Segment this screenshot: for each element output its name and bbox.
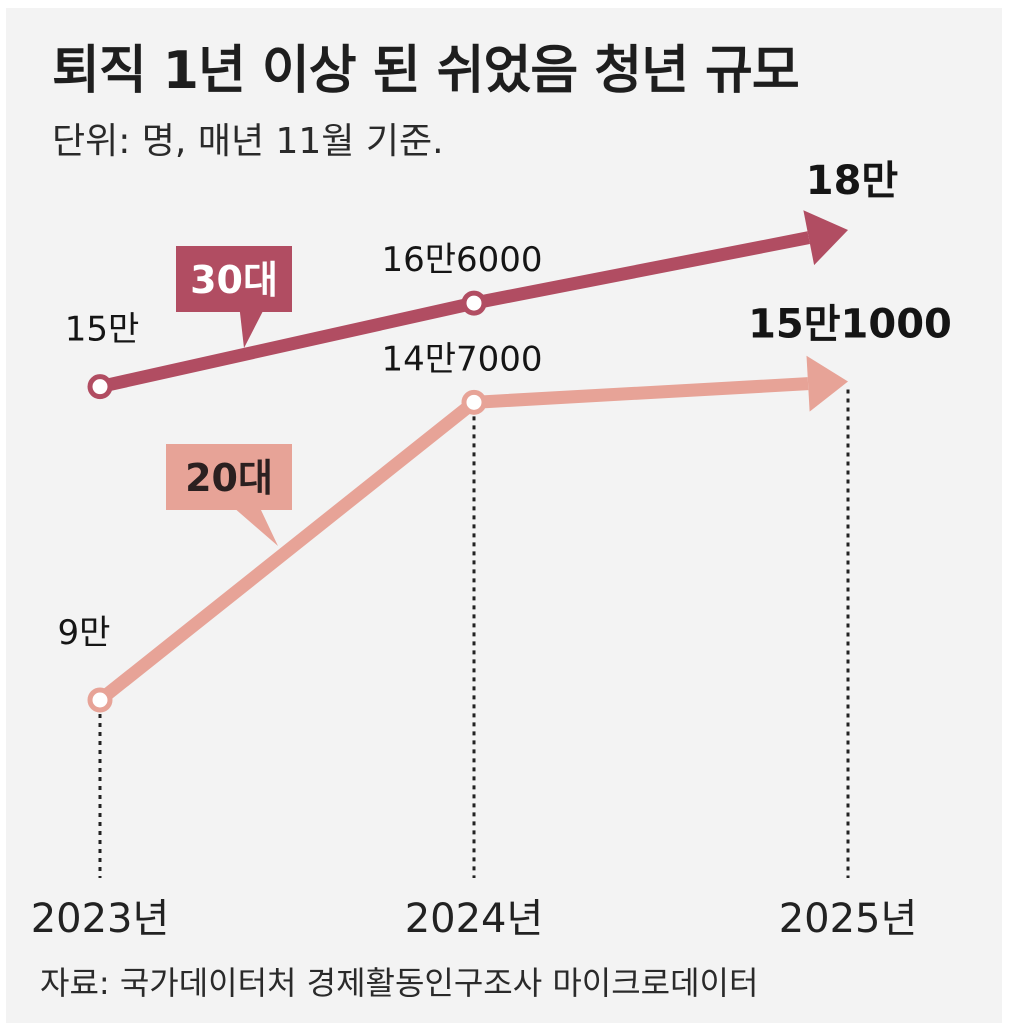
- source-note: 자료: 국가데이터처 경제활동인구조사 마이크로데이터: [40, 964, 759, 1002]
- data-point: [461, 389, 487, 415]
- data-point: [87, 374, 113, 400]
- data-label: 15만1000: [748, 301, 952, 347]
- data-point: [87, 687, 113, 713]
- series-callout-label: 30대: [190, 258, 278, 302]
- data-point: [461, 290, 487, 316]
- data-label: 9만: [58, 613, 111, 653]
- series-arrow-0: [803, 210, 848, 266]
- x-tick-label: 2023년: [31, 896, 170, 942]
- series-callout-box: [176, 246, 292, 312]
- series-callout-tail: [235, 509, 278, 546]
- data-label: 15만: [65, 310, 140, 350]
- series-callout-label: 20대: [185, 456, 273, 500]
- data-label: 14만7000: [381, 339, 542, 379]
- series-line-1: [95, 377, 809, 706]
- chart-panel: [6, 8, 1002, 1023]
- series-arrow-1: [806, 355, 848, 412]
- chart-title: 퇴직 1년 이상 된 쉬었음 청년 규모: [52, 41, 800, 101]
- series-callout-box: [166, 444, 292, 510]
- chart-subtitle: 단위: 명, 매년 11월 기준.: [52, 121, 444, 162]
- series-callout-tail: [239, 311, 263, 348]
- x-tick-label: 2024년: [405, 896, 544, 942]
- data-label: 16만6000: [381, 240, 542, 280]
- data-label: 18만: [806, 158, 899, 204]
- x-tick-label: 2025년: [779, 896, 918, 942]
